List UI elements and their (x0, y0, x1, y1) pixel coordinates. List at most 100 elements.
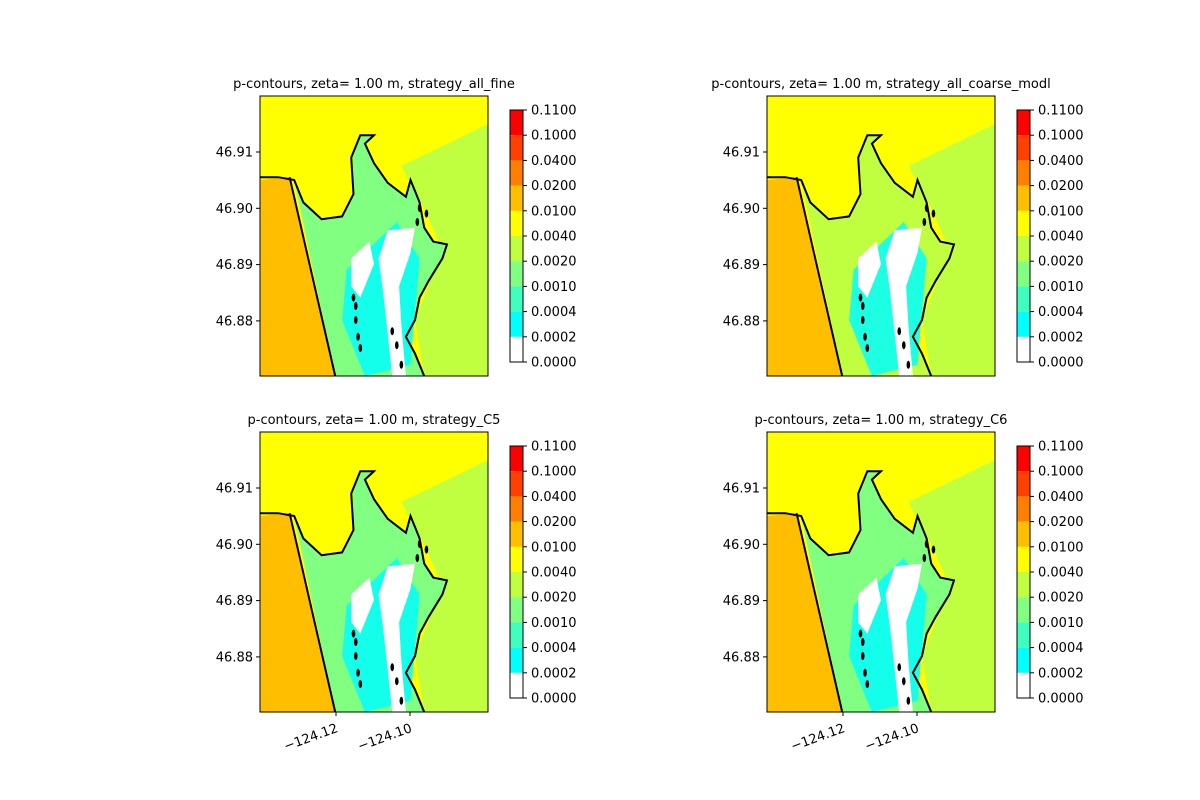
colorbar-tick-label: 0.0040 (1038, 230, 1084, 245)
y-tick-label: 46.90 (216, 202, 253, 217)
colorbar-tick-label: 0.1100 (1038, 440, 1084, 455)
colorbar-tick-label: 0.0200 (531, 179, 577, 194)
colorbar-tick-label: 0.1100 (1038, 104, 1084, 119)
y-tick-label: 46.91 (216, 146, 253, 161)
island-mark (922, 554, 927, 562)
island-mark (860, 316, 865, 324)
axes-frame (766, 95, 996, 377)
coastline (795, 176, 844, 376)
subplot-title: p-contours, zeta= 1.00 m, strategy_all_c… (711, 77, 1050, 92)
colorbar-tick-label: 0.0100 (531, 204, 577, 219)
colorbar-segment (1017, 336, 1030, 362)
colorbar-segment (1017, 135, 1030, 161)
colorbar-segment (510, 471, 523, 497)
map-field (260, 96, 488, 376)
island-mark (865, 344, 870, 352)
x-tick-label: −124.10 (863, 721, 921, 754)
island-mark (897, 663, 902, 672)
coastline (767, 470, 956, 712)
island-mark (353, 652, 358, 660)
colorbar-segment (1017, 160, 1030, 186)
colorbar-tick-label: 0.1100 (531, 440, 577, 455)
subplot-2: p-contours, zeta= 1.00 m, strategy_all_c… (711, 77, 1084, 377)
colorbar-tick-label: 0.0100 (1038, 540, 1084, 555)
island-mark (860, 652, 865, 660)
colorbar-tick-label: 0.1100 (531, 104, 577, 119)
island-mark (399, 360, 404, 369)
colorbar-segment (1017, 311, 1030, 337)
island-mark (395, 677, 399, 686)
channel-region (858, 241, 881, 298)
island-mark (931, 545, 936, 554)
island-mark (906, 360, 911, 369)
colorbar-segment (1017, 446, 1030, 472)
x-tick-label: −124.10 (356, 721, 414, 754)
island-mark (863, 332, 867, 341)
axes-frame (259, 431, 489, 713)
colorbar-tick-label: 0.0002 (531, 330, 577, 345)
coastline (288, 512, 337, 712)
y-tick-label: 46.88 (723, 314, 760, 329)
colorbar-tick-label: 0.0000 (531, 692, 577, 707)
colorbar-segment (510, 311, 523, 337)
colorbar-tick-label: 0.0200 (1038, 179, 1084, 194)
y-tick-label: 46.88 (723, 650, 760, 665)
subplot-title: p-contours, zeta= 1.00 m, strategy_all_f… (233, 77, 515, 92)
colorbar-tick-label: 0.1000 (531, 129, 577, 144)
island-mark (924, 204, 929, 212)
colorbar-segment (1017, 110, 1030, 136)
island-mark (358, 680, 363, 688)
colorbar-segment (1017, 236, 1030, 262)
colorbar-segment (510, 160, 523, 186)
colorbar-tick-label: 0.1000 (1038, 465, 1084, 480)
island-mark (906, 696, 911, 705)
island-mark (417, 204, 422, 212)
colorbar-segment (510, 336, 523, 362)
colorbar-segment (510, 261, 523, 287)
colorbar-segment (1017, 496, 1030, 522)
offshore-region (260, 513, 336, 712)
subplot-4: p-contours, zeta= 1.00 m, strategy_C6 46.… (723, 413, 1084, 755)
subplot-title: p-contours, zeta= 1.00 m, strategy_C6 (755, 413, 1008, 428)
island-mark (858, 629, 863, 638)
colorbar-segment (510, 446, 523, 472)
channel-region (351, 241, 374, 298)
y-tick-label: 46.91 (723, 146, 760, 161)
island-mark (860, 638, 865, 646)
colorbar-tick-label: 0.0010 (1038, 616, 1084, 631)
colorbar-tick-label: 0.0004 (531, 641, 577, 656)
colorbar-tick-label: 0.0100 (1038, 204, 1084, 219)
island-mark (858, 293, 863, 302)
island-mark (865, 680, 870, 688)
channel-region (858, 577, 881, 634)
x-tick-label: −124.12 (282, 721, 340, 754)
island-mark (353, 302, 358, 310)
island-mark (424, 545, 429, 554)
colorbar-tick-label: 0.0000 (531, 356, 577, 371)
island-mark (931, 209, 936, 218)
colorbar-tick-label: 0.0010 (531, 280, 577, 295)
axes-frame (259, 95, 489, 377)
island-mark (860, 302, 865, 310)
colorbar-segment (1017, 286, 1030, 312)
channel-region (351, 577, 374, 634)
colorbar-tick-label: 0.0400 (531, 490, 577, 505)
colorbar-tick-label: 0.0020 (531, 591, 577, 606)
colorbar-tick-label: 0.0100 (531, 540, 577, 555)
axes-frame (766, 431, 996, 713)
colorbar-segment (510, 546, 523, 572)
map-field (767, 96, 995, 376)
colorbar-segment (510, 521, 523, 547)
x-tick-label: −124.12 (789, 721, 847, 754)
colorbar-segment (510, 185, 523, 211)
island-mark (353, 638, 358, 646)
colorbar-tick-label: 0.0004 (1038, 305, 1084, 320)
colorbar-tick-label: 0.0000 (1038, 692, 1084, 707)
island-mark (399, 696, 404, 705)
island-mark (415, 218, 420, 226)
offshore-region (260, 177, 336, 376)
colorbar-segment (510, 286, 523, 312)
y-tick-label: 46.91 (216, 482, 253, 497)
island-mark (356, 332, 360, 341)
y-tick-label: 46.89 (216, 594, 253, 609)
